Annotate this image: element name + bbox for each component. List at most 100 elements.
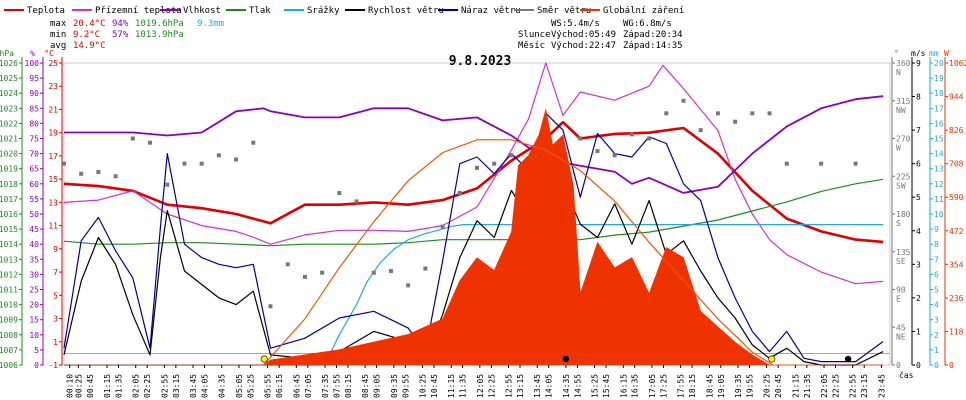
wind-direction-point — [148, 141, 152, 145]
x-axis-tick-label: 18:45 — [705, 374, 714, 398]
left-axis-unit-hpa: hPa — [0, 49, 14, 58]
x-axis-tick-label: 22:55 — [849, 374, 858, 398]
right-axis-tick-label: 590 — [949, 193, 964, 202]
left-axis-tick-label: 25 — [29, 286, 39, 295]
right-axis-tick-label: 360 — [896, 59, 911, 68]
wind-direction-point — [251, 141, 255, 145]
right-axis-tick-label: 11 — [934, 195, 944, 204]
wind-direction-point — [200, 162, 204, 166]
wind-direction-point — [750, 111, 754, 115]
right-axis-tick-label: 2 — [916, 294, 921, 303]
wind-direction-point — [217, 153, 221, 157]
left-axis-tick-label: 1018 — [0, 180, 18, 189]
left-axis-tick-label: 1026 — [0, 59, 18, 68]
wind-direction-point — [96, 170, 100, 174]
x-axis-tick-label: 15:45 — [602, 374, 611, 398]
x-axis-tick-label: 09:35 — [390, 374, 399, 398]
legend-label-tlak: Tlak — [249, 6, 271, 16]
info-ws: WS:5.4m/s — [551, 19, 600, 29]
info-slunce-rise: Východ:05:49 — [551, 30, 616, 40]
stat-min-press: 1013.9hPa — [135, 30, 184, 40]
wind-direction-point — [509, 153, 513, 157]
wind-direction-point — [303, 275, 307, 279]
right-axis-tick-label: 270 — [896, 135, 911, 144]
x-axis-tick-label: 15:25 — [591, 374, 600, 398]
wind-direction-point — [819, 162, 823, 166]
right-axis-tick-label: 7 — [934, 255, 939, 264]
left-axis-tick-label: 1015 — [0, 225, 18, 234]
right-axis-tick-label: 19 — [934, 74, 944, 83]
wind-direction-point — [768, 111, 772, 115]
x-axis-tick-label: 23:15 — [860, 374, 869, 398]
x-axis-tick-label: 11:15 — [447, 374, 456, 398]
left-axis-tick-label: 19 — [48, 129, 58, 138]
left-axis-tick-label: 60 — [29, 180, 39, 189]
right-axis-tick-label: 826 — [949, 126, 964, 135]
x-axis-tick-label: 09:55 — [401, 374, 410, 398]
x-axis-tick-label: 04:35 — [218, 374, 227, 398]
right-axis-tick-label: 0 — [916, 361, 921, 370]
left-axis-tick-label: 1022 — [0, 119, 18, 128]
right-axis-tick-label: 180 — [896, 210, 911, 219]
wind-direction-point — [613, 153, 617, 157]
left-axis-tick-label: 5 — [53, 291, 58, 300]
left-axis-tick-label: 1007 — [0, 346, 18, 355]
left-axis-tick-label: 1025 — [0, 74, 18, 83]
left-axis-tick-label: 7 — [53, 268, 58, 277]
right-axis-unit-w: W — [944, 49, 949, 58]
right-axis-tick-label: 1 — [934, 346, 939, 355]
right-axis-tick-label: 18 — [934, 89, 944, 98]
right-axis-tick-label: 0 — [949, 361, 954, 370]
stat-min-label: min — [50, 30, 66, 40]
wind-direction-point — [79, 172, 83, 176]
x-axis-tick-label: 10:25 — [419, 374, 428, 398]
stat-max-rain: 9.3mm — [197, 19, 224, 29]
left-axis-tick-label: 1008 — [0, 331, 18, 340]
x-axis-tick-label: 10:45 — [430, 374, 439, 398]
wind-direction-point — [131, 137, 135, 141]
left-axis-tick-label: 1010 — [0, 301, 18, 310]
right-axis-tick-label: 2 — [934, 331, 939, 340]
stat-min-hum: 57% — [112, 30, 129, 40]
wind-direction-point — [647, 137, 651, 141]
wind-direction-point — [165, 183, 169, 187]
x-axis-label: čas — [899, 370, 914, 380]
legend-label-teplota: Teplota — [27, 6, 65, 16]
x-axis-tick-label: 13:45 — [533, 374, 542, 398]
moonrise-marker — [845, 356, 851, 362]
wind-direction-point — [578, 137, 582, 141]
right-axis-tick-label: 135 — [896, 248, 911, 257]
left-axis-tick-label: 1021 — [0, 135, 18, 144]
x-axis-tick-label: 07:05 — [304, 374, 313, 398]
wind-direction-point — [269, 304, 273, 308]
right-axis-tick-label: 16 — [934, 119, 944, 128]
right-axis-tick-label: 944 — [949, 93, 964, 102]
wind-direction-point — [286, 262, 290, 266]
weather-chart: Teplota Přízemní teplota Vlhkost Tlak Srážky… — [0, 0, 966, 400]
wind-direction-point — [406, 283, 410, 287]
left-axis-tick-label: 1024 — [0, 89, 18, 98]
stat-max-temp: 20.4°C — [73, 19, 106, 29]
right-axis-tick-label: 4 — [916, 227, 921, 236]
wind-direction-point — [372, 271, 376, 275]
left-axis-tick-label: 75 — [29, 135, 39, 144]
right-axis-tick-label: 315 — [896, 97, 911, 106]
x-axis-tick-label: 19:35 — [734, 374, 743, 398]
left-axis-tick-label: 95 — [29, 74, 39, 83]
right-axis-unit-mm: mm — [929, 49, 939, 58]
right-axis-tick-label: 236 — [949, 294, 964, 303]
left-axis-tick-label: 17 — [48, 152, 58, 161]
left-axis-tick-label: 85 — [29, 104, 39, 113]
wind-direction-point — [716, 111, 720, 115]
x-axis-tick-label: 04:05 — [201, 374, 210, 398]
x-axis-tick-label: 19:55 — [746, 374, 755, 398]
wind-direction-point — [785, 162, 789, 166]
left-axis-unit--: % — [30, 49, 35, 58]
x-axis-tick-label: 08:15 — [344, 374, 353, 398]
left-axis-tick-label: 9 — [53, 245, 58, 254]
legend-label-srazky: Srážky — [307, 6, 340, 16]
wind-direction-point — [423, 267, 427, 271]
left-axis-tick-label: 11 — [48, 222, 58, 231]
wind-direction-point — [475, 166, 479, 170]
info-wg: WG:6.8m/s — [623, 19, 672, 29]
